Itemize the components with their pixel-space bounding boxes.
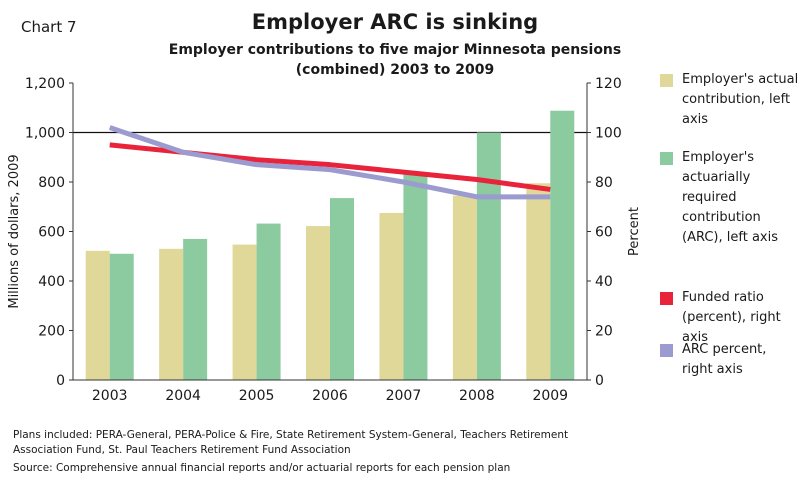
legend-label: Employer's actual contribution, left axi… — [682, 72, 799, 127]
left-tick-label: 400 — [38, 274, 65, 290]
right-tick-label: 100 — [595, 126, 622, 142]
x-tick-label: 2009 — [532, 388, 568, 404]
plans-note: Plans included: PERA-General, PERA-Polic… — [13, 429, 569, 456]
bar-layer — [85, 110, 575, 380]
x-tick-label: 2005 — [239, 388, 275, 404]
x-tick-label: 2003 — [92, 388, 128, 404]
legend-label: Employer's actuarially required contribu… — [682, 150, 778, 245]
left-axis-title: Millions of dollars, 2009 — [7, 154, 22, 308]
bar-arc-2005 — [256, 223, 281, 380]
x-tick-label: 2008 — [459, 388, 495, 404]
bar-arc-2007 — [403, 172, 428, 380]
bar-arc-2003 — [109, 253, 134, 380]
x-tick-label: 2006 — [312, 388, 348, 404]
right-tick-label: 60 — [595, 225, 613, 241]
x-tick-label: 2007 — [386, 388, 422, 404]
source-note: Source: Comprehensive annual financial r… — [13, 462, 511, 474]
bar-actual-2009 — [526, 183, 551, 380]
right-tick-label: 80 — [595, 175, 613, 191]
legend-swatch — [660, 74, 673, 87]
bar-actual-2008 — [452, 195, 477, 380]
left-tick-label: 1,000 — [25, 126, 65, 142]
right-tick-label: 20 — [595, 324, 613, 340]
legend-swatch — [660, 344, 673, 357]
bar-actual-2005 — [232, 244, 257, 380]
left-tick-label: 0 — [56, 373, 65, 389]
bar-arc-2004 — [183, 238, 208, 380]
left-tick-label: 1,200 — [25, 76, 65, 92]
subtitle-line-2: (combined) 2003 to 2009 — [295, 62, 495, 78]
bar-arc-2008 — [476, 132, 501, 380]
axis-layer: 0 200 400 600 800 1,000 1,200 0 20 40 60 80 100 120 20… — [7, 76, 642, 404]
right-tick-label: 0 — [595, 373, 604, 389]
left-tick-label: 600 — [38, 225, 65, 241]
bar-arc-2009 — [550, 110, 575, 380]
right-tick-label: 40 — [595, 274, 613, 290]
bar-actual-2003 — [85, 250, 110, 380]
right-axis-title: Percent — [627, 207, 642, 256]
line-layer — [108, 125, 551, 200]
subtitle-line-1: Employer contributions to five major Min… — [168, 42, 622, 58]
left-tick-label: 800 — [38, 175, 65, 191]
legend-swatch — [660, 292, 673, 305]
legend-label: ARC percent, right axis — [682, 342, 767, 377]
chart-subtitle: Employer contributions to five major Min… — [140, 40, 650, 80]
legend-swatch — [660, 152, 673, 165]
left-tick-label: 200 — [38, 324, 65, 340]
chart-label: Chart 7 — [21, 18, 77, 36]
legend-label: Funded ratio (percent), right axis — [682, 290, 781, 345]
right-tick-label: 120 — [595, 76, 622, 92]
bar-actual-2006 — [306, 226, 330, 380]
chart-title: Employer ARC is sinking — [251, 10, 539, 34]
bar-actual-2007 — [379, 212, 404, 380]
bar-arc-2006 — [330, 198, 354, 380]
arc-percent-line — [108, 125, 551, 200]
x-tick-label: 2004 — [165, 388, 201, 404]
bar-actual-2004 — [159, 248, 184, 380]
